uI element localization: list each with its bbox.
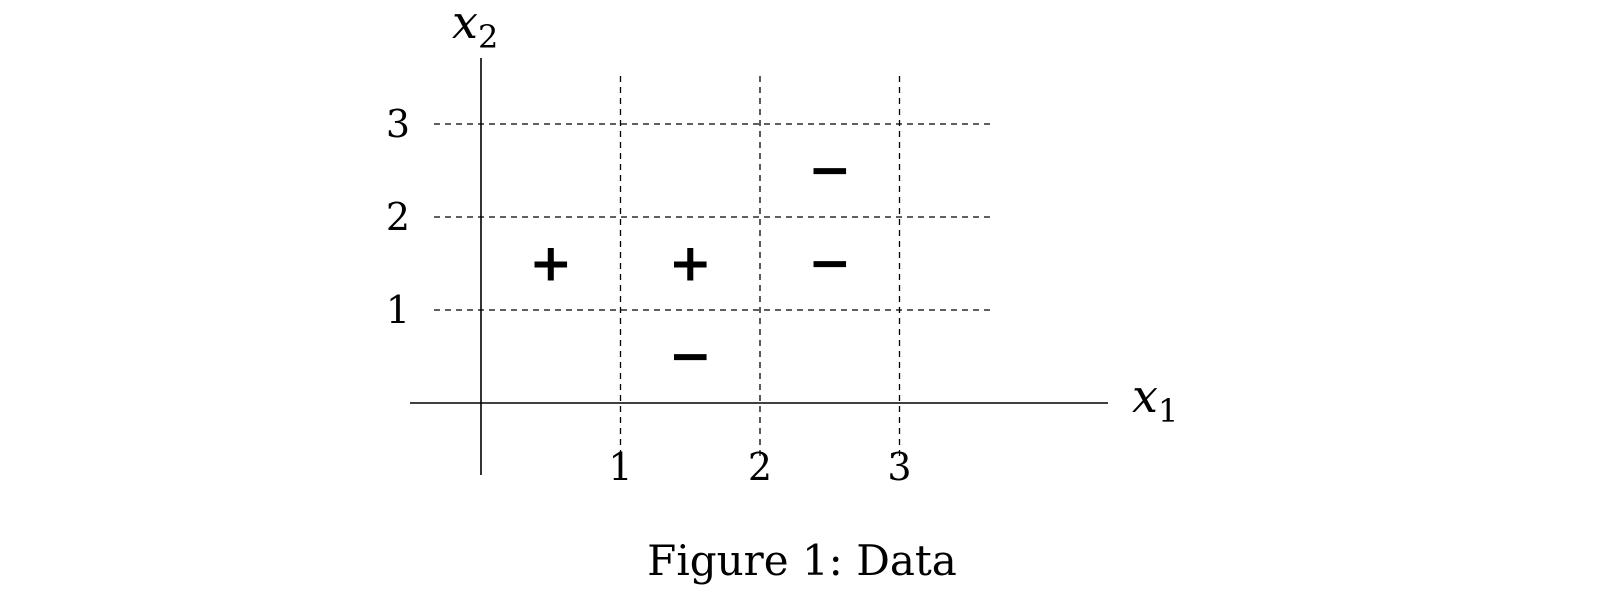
axes [410, 58, 1108, 475]
negative-point-4: − [808, 141, 852, 201]
y-tick-label-3: 3 [386, 102, 410, 146]
negative-point-2: − [668, 327, 712, 387]
tick-labels: 1 2 3 1 2 3 [386, 102, 912, 489]
positive-point-1: + [668, 234, 712, 294]
negative-point-3: − [808, 234, 852, 294]
x-tick-label-3: 3 [887, 445, 911, 489]
data-points: + + − − − [529, 141, 852, 387]
positive-point-0: + [529, 234, 573, 294]
x-tick-label-1: 1 [608, 445, 632, 489]
x-axis-label: x1 [1132, 369, 1178, 430]
grid [434, 76, 994, 458]
y-tick-label-1: 1 [386, 288, 410, 332]
figure-caption: Figure 1: Data [647, 536, 957, 585]
y-tick-label-2: 2 [386, 195, 410, 239]
x-tick-label-2: 2 [748, 445, 772, 489]
y-axis-label: x2 [452, 0, 498, 56]
